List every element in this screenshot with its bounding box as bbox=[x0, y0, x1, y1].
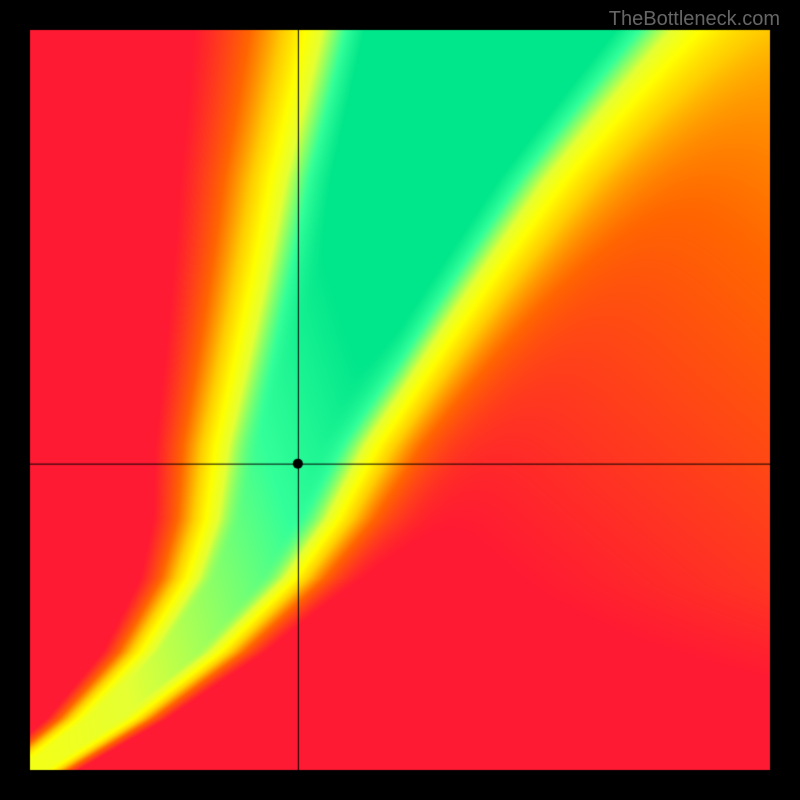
chart-container: TheBottleneck.com bbox=[0, 0, 800, 800]
watermark-text: TheBottleneck.com bbox=[609, 8, 780, 31]
heatmap-canvas bbox=[0, 0, 800, 800]
